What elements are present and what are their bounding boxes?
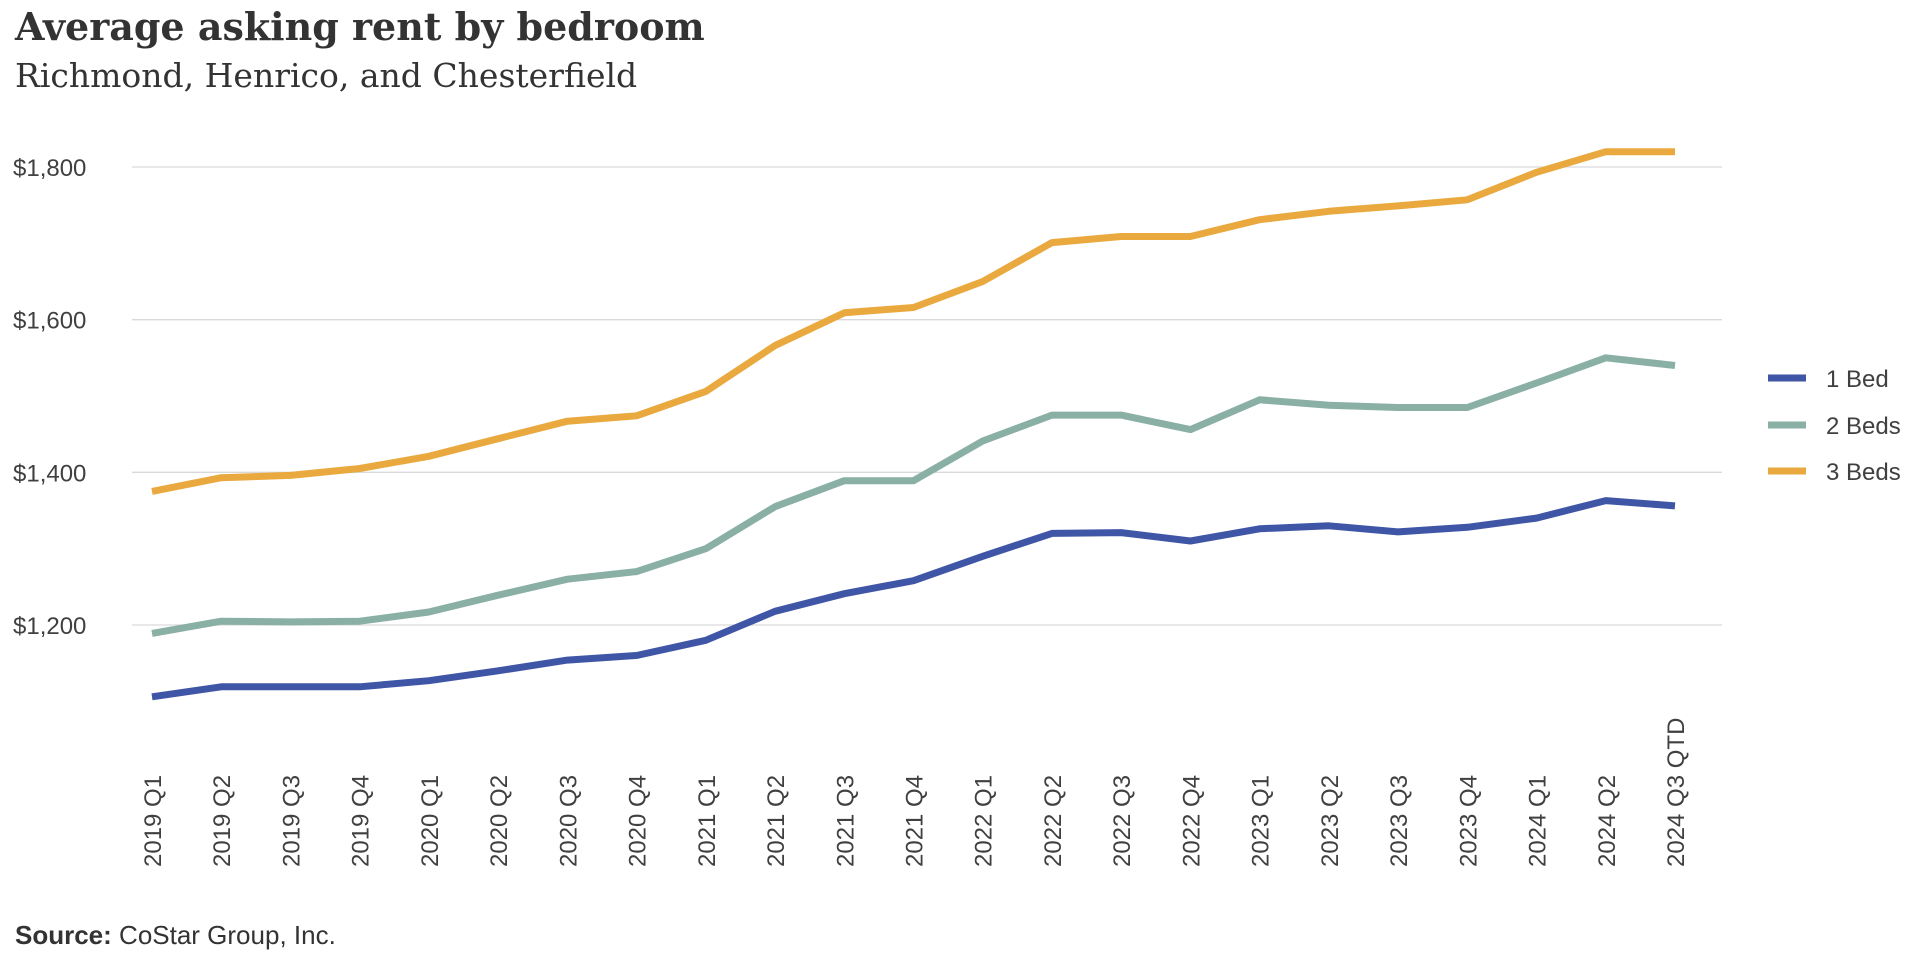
x-tick-label: 2022 Q2 [1040,775,1067,867]
x-tick-label: 2020 Q1 [417,775,444,867]
x-tick-label: 2021 Q3 [832,775,859,867]
x-tick-label: 2019 Q4 [348,775,375,867]
x-tick-label: 2023 Q2 [1317,775,1344,867]
legend-label: 1 Bed [1826,366,1889,393]
x-tick-label: 2021 Q1 [694,775,721,867]
x-tick-label: 2019 Q2 [209,775,236,867]
x-tick-label: 2023 Q4 [1455,775,1482,867]
x-tick-label: 2019 Q1 [140,775,167,867]
x-tick-label: 2023 Q1 [1248,775,1275,867]
source-note: Source: CoStar Group, Inc. [15,920,336,951]
series-line-3-beds [151,148,1675,495]
legend: 1 Bed 2 Beds 3 Beds [1768,366,1901,486]
y-tick-label: $1,600 [13,308,86,335]
series-lines [151,148,1676,701]
gridlines [132,166,1722,626]
chart-subtitle: Richmond, Henrico, and Chesterfield [15,56,638,95]
x-tick-label: 2020 Q3 [555,775,582,867]
x-tick-label: 2022 Q1 [971,775,998,867]
y-tick-label: $1,800 [13,155,86,182]
x-tick-label: 2024 Q1 [1525,775,1552,867]
x-tick-label: 2020 Q4 [625,775,652,867]
x-tick-label: 2020 Q2 [486,775,513,867]
y-tick-label: $1,400 [13,460,86,487]
x-tick-label: 2021 Q4 [902,775,929,867]
source-text: CoStar Group, Inc. [111,920,336,950]
x-tick-label: 2021 Q2 [763,775,790,867]
x-tick-label: 2023 Q3 [1386,775,1413,867]
x-tick-label: 2019 Q3 [278,775,305,867]
legend-label: 3 Beds [1826,459,1901,486]
series-line-2-beds [151,354,1676,637]
y-tick-label: $1,200 [13,613,86,640]
series-line-1-bed [151,497,1676,701]
x-tick-label: 2022 Q3 [1109,775,1136,867]
x-tick-label: 2024 Q3 QTD [1663,718,1690,867]
legend-label: 2 Beds [1826,413,1901,440]
source-label: Source: [15,920,112,950]
x-tick-label: 2024 Q2 [1594,775,1621,867]
x-tick-label: 2022 Q4 [1178,775,1205,867]
x-axis-tick-labels: 2019 Q1 2019 Q2 2019 Q3 2019 Q4 2020 Q1 2020 … [140,718,1690,867]
chart-title: Average asking rent by bedroom [15,4,705,49]
y-axis-tick-labels: $1,200 $1,400 $1,600 $1,800 [13,155,86,640]
